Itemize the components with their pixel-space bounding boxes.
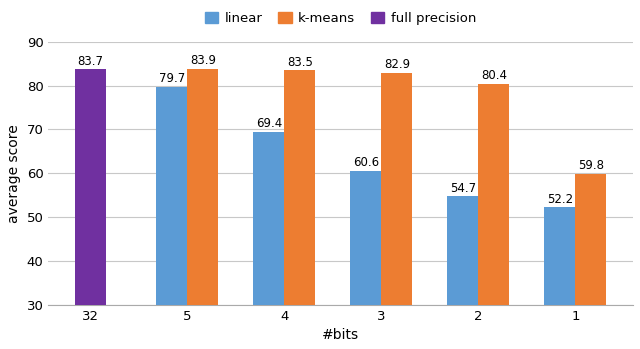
Text: 54.7: 54.7 <box>450 182 476 195</box>
Text: 83.9: 83.9 <box>190 54 216 67</box>
Bar <box>381 73 412 349</box>
Text: 83.7: 83.7 <box>77 55 103 68</box>
Y-axis label: average score: average score <box>7 124 21 223</box>
Bar <box>156 87 188 349</box>
Text: 79.7: 79.7 <box>159 72 185 85</box>
Text: 83.5: 83.5 <box>287 55 313 69</box>
Text: 59.8: 59.8 <box>578 159 604 172</box>
Bar <box>75 69 106 349</box>
Text: 60.6: 60.6 <box>353 156 379 169</box>
Text: 82.9: 82.9 <box>384 58 410 71</box>
Bar <box>253 132 284 349</box>
Bar <box>350 171 381 349</box>
Bar <box>479 84 509 349</box>
Text: 69.4: 69.4 <box>256 117 282 130</box>
Bar <box>284 70 316 349</box>
Bar <box>575 174 607 349</box>
Text: 80.4: 80.4 <box>481 69 507 82</box>
X-axis label: #bits: #bits <box>322 328 359 342</box>
Text: 52.2: 52.2 <box>547 193 573 206</box>
Bar <box>545 207 575 349</box>
Bar <box>447 196 479 349</box>
Legend: linear, k-means, full precision: linear, k-means, full precision <box>200 6 482 30</box>
Bar <box>188 69 218 349</box>
